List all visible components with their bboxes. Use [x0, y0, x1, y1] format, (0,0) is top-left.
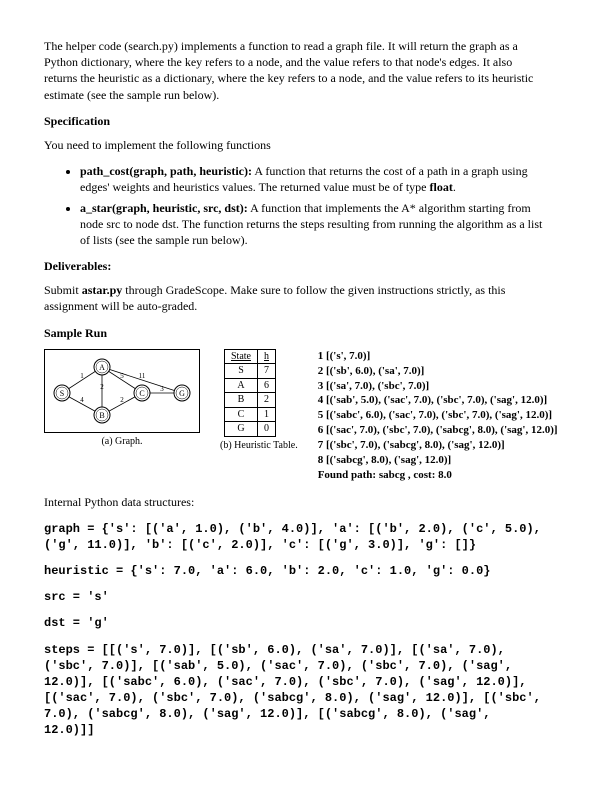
graph-svg: 14251123ASBCG [44, 349, 200, 433]
deliverables-pre: Submit [44, 283, 82, 297]
heading-sample-run: Sample Run [44, 325, 545, 341]
a-star-name: a_star(graph, heuristic, src, dst): [80, 201, 248, 215]
code-heuristic: heuristic = {'s': 7.0, 'a': 6.0, 'b': 2.… [44, 563, 545, 579]
steps-output: 1 [('s', 7.0)]2 [('sb', 6.0), ('sa', 7.0… [318, 349, 558, 483]
graph-figure: 14251123ASBCG (a) Graph. [44, 349, 200, 449]
spec-intro: You need to implement the following func… [44, 137, 545, 153]
svg-text:2: 2 [100, 383, 104, 391]
svg-text:2: 2 [120, 396, 124, 404]
float-word: float [430, 180, 453, 194]
svg-text:C: C [139, 389, 144, 398]
spec-list: path_cost(graph, path, heuristic): A fun… [44, 163, 545, 248]
spec-item-a-star: a_star(graph, heuristic, src, dst): A fu… [80, 200, 545, 249]
path-cost-name: path_cost(graph, path, heuristic): [80, 164, 252, 178]
code-src: src = 's' [44, 589, 545, 605]
heading-deliverables: Deliverables: [44, 258, 545, 274]
heuristic-caption: (b) Heuristic Table. [220, 439, 298, 453]
svg-text:G: G [179, 389, 185, 398]
svg-text:S: S [60, 389, 64, 398]
spec-item-path-cost: path_cost(graph, path, heuristic): A fun… [80, 163, 545, 195]
svg-text:11: 11 [139, 372, 146, 380]
deliverables-file: astar.py [82, 283, 123, 297]
svg-text:3: 3 [160, 385, 164, 393]
heuristic-table: StatehS7A6B2C1G0 [224, 349, 276, 437]
code-graph: graph = {'s': [('a', 1.0), ('b', 4.0)], … [44, 521, 545, 553]
heuristic-figure: StatehS7A6B2C1G0 (b) Heuristic Table. [220, 349, 298, 453]
sample-row: 14251123ASBCG (a) Graph. StatehS7A6B2C1G… [44, 349, 545, 483]
code-steps: steps = [[('s', 7.0)], [('sb', 6.0), ('s… [44, 642, 545, 739]
graph-caption: (a) Graph. [44, 435, 200, 449]
internal-label: Internal Python data structures: [44, 494, 545, 510]
code-dst: dst = 'g' [44, 615, 545, 631]
deliverables-paragraph: Submit astar.py through GradeScope. Make… [44, 282, 545, 314]
heading-specification: Specification [44, 113, 545, 129]
svg-text:A: A [99, 363, 105, 372]
svg-text:B: B [99, 411, 104, 420]
svg-text:4: 4 [80, 396, 84, 404]
svg-text:1: 1 [80, 372, 84, 380]
intro-paragraph: The helper code (search.py) implements a… [44, 38, 545, 103]
